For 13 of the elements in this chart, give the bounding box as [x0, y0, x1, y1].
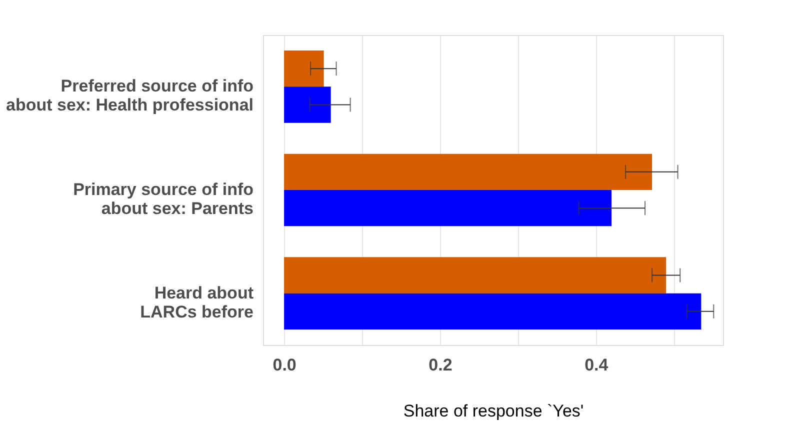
y-tick-label: Preferred source of info about sex: Health professional — [6, 76, 254, 115]
y-tick-label: Heard about LARCs before — [140, 283, 254, 322]
bar — [284, 293, 702, 330]
bar — [284, 257, 666, 294]
bar — [284, 190, 612, 226]
x-axis-title: Share of response `Yes' — [403, 402, 584, 420]
bar — [284, 50, 324, 87]
x-tick-label: 0.4 — [584, 356, 609, 374]
x-tick-label: 0.2 — [428, 356, 452, 374]
bar — [284, 86, 331, 123]
bar — [284, 154, 652, 190]
y-tick-label: Primary source of info about sex: Parents — [73, 180, 254, 218]
x-tick-label: 0.0 — [272, 356, 296, 374]
